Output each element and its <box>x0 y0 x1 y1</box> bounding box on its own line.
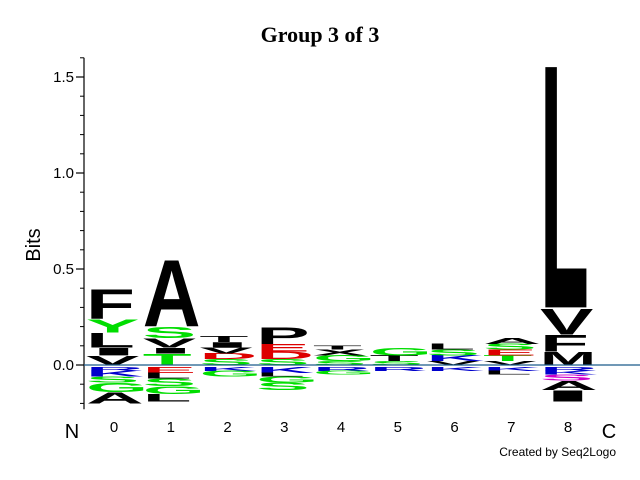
logo-letter: L <box>256 372 305 378</box>
x-axis-labels: 0 1 2 3 4 5 6 7 8 <box>110 419 572 436</box>
credit-text: Created by Seq2Logo <box>499 445 616 459</box>
logo-letter: E <box>143 366 196 375</box>
logo-letter: S <box>427 348 480 357</box>
logo-letter: S <box>370 360 423 366</box>
logo-letter: A <box>483 337 541 346</box>
logo-letter: S <box>86 375 139 384</box>
logo-letter: G <box>256 375 318 384</box>
logo-letter: D <box>256 350 314 362</box>
logo-letter: K <box>427 366 485 372</box>
logo-letter: E <box>256 342 309 354</box>
logo-letter: S <box>256 381 309 393</box>
logo-letter: T <box>200 335 249 344</box>
logo-letter: M <box>540 348 596 369</box>
logo-letter: S <box>540 373 593 382</box>
logo-letter: K <box>540 370 598 376</box>
logo-letter: S <box>143 377 196 389</box>
logo-letter: I <box>143 346 199 355</box>
chart-title: Group 3 of 3 <box>261 22 380 47</box>
logo-letter: S <box>143 324 196 342</box>
logo-letter: K <box>256 366 314 375</box>
logo-letter: V <box>540 301 594 343</box>
logo-letter: Y <box>86 316 139 337</box>
x-tick-label: 7 <box>507 419 515 436</box>
logo-letter: L <box>427 343 476 352</box>
logo-letter: R <box>86 366 144 372</box>
logo-letter: P <box>256 322 309 349</box>
logo-letter: V <box>483 360 537 366</box>
logo-letter: G <box>200 370 262 379</box>
x-tick-label: 8 <box>564 419 572 436</box>
y-axis-label: Bits <box>23 228 45 261</box>
logo-letter: G <box>143 384 205 396</box>
logo-letter: D <box>200 352 258 361</box>
x-tick-label: 0 <box>110 419 118 436</box>
logo-letter: A <box>540 378 598 393</box>
x-tick-label: 5 <box>394 419 402 436</box>
logo-letter: K <box>86 370 144 379</box>
y-tick-label: 0.5 <box>53 261 74 278</box>
logo-letter: X <box>313 348 366 357</box>
x-tick-label: 3 <box>280 419 288 436</box>
logo-letter: I <box>540 387 596 405</box>
logo-letter: K <box>427 354 485 363</box>
logo-letter: E <box>483 348 536 357</box>
logo-letter: G <box>370 346 432 358</box>
logo-letter: G <box>313 354 375 363</box>
x-tick-label: 2 <box>223 419 231 436</box>
y-tick-label: 0.0 <box>53 357 74 374</box>
logo-letter: A <box>143 240 201 348</box>
logo-letter: F <box>540 330 589 357</box>
y-axis: 0.0 0.5 1.0 1.5 <box>53 57 85 410</box>
logo-letter: T <box>370 354 419 363</box>
logo-letter: V <box>86 353 139 368</box>
logo-letter: S <box>483 343 536 352</box>
logo-stacks: VILYFRKSGATIVSAELSGLSDVITKGSDEPKLGSSGXTR… <box>86 0 598 407</box>
logo-letter: R <box>540 366 598 372</box>
logo-letter: T <box>313 345 362 351</box>
logo-letter: L <box>483 370 532 376</box>
x-tick-label: 6 <box>450 419 458 436</box>
c-terminus-label: C <box>602 421 616 443</box>
logo-letter: K <box>200 366 258 372</box>
logo-letter: V <box>427 360 481 366</box>
logo-column: STG R <box>370 346 432 372</box>
logo-letter: L <box>540 0 589 382</box>
logo-letter: R <box>313 366 371 372</box>
y-tick-label: 1.0 <box>53 165 74 182</box>
logo-letter: T <box>143 351 192 369</box>
logo-letter: A <box>86 389 144 407</box>
logo-letter: L <box>143 371 192 380</box>
logo-letter: S <box>256 358 309 367</box>
logo-letter: V <box>143 336 196 351</box>
logo-letter: T <box>483 354 532 363</box>
logo-letter: K <box>483 366 541 372</box>
logo-letter: I <box>86 346 142 358</box>
logo-letter: I <box>200 340 256 349</box>
logo-letter: S <box>200 358 253 367</box>
logo-letter: L <box>143 392 192 404</box>
n-terminus-label: N <box>65 421 79 443</box>
x-tick-label: 1 <box>167 419 175 436</box>
logo-letter: S <box>313 360 366 366</box>
x-tick-label: 4 <box>337 419 345 436</box>
logo-letter: L <box>86 329 135 353</box>
logo-letter: G <box>86 380 148 395</box>
logo-letter: V <box>200 346 253 355</box>
logo-letter: F <box>86 280 135 328</box>
logo-letter: R <box>370 366 428 372</box>
logo-letter: G <box>313 370 375 376</box>
y-tick-label: 1.5 <box>53 69 74 86</box>
